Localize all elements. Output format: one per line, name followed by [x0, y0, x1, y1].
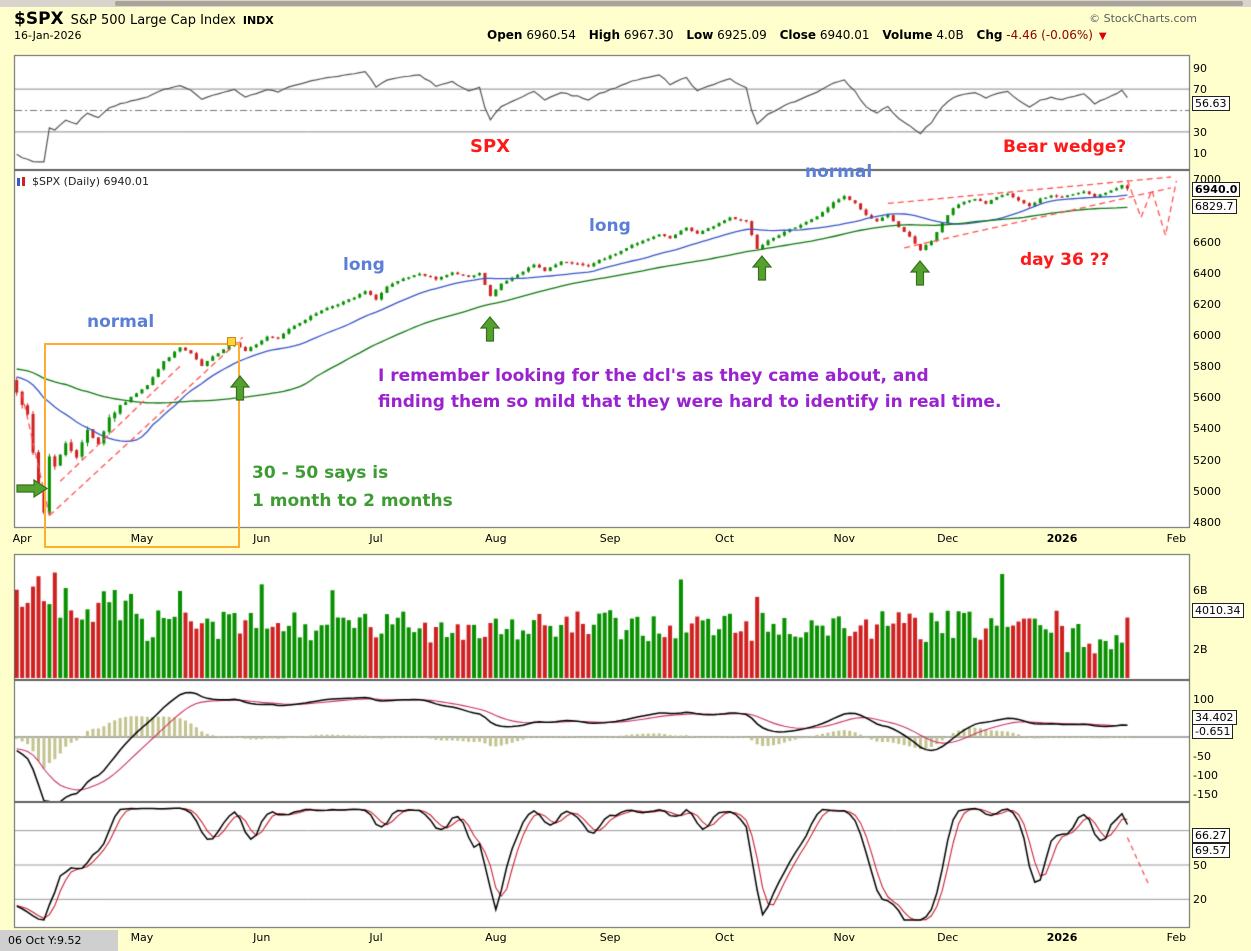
green-up-arrow-4: [910, 260, 930, 286]
y-axis-label-macd--50: -50: [1193, 750, 1211, 763]
x-axis-label-Nov: Nov: [833, 532, 855, 545]
x-axis-label-Feb: Feb: [1166, 532, 1187, 545]
y-axis-label-macd--150: -150: [1193, 788, 1218, 801]
quote-bar: Open 6960.54 High 6967.30 Low 6925.09 Cl…: [487, 28, 1107, 42]
y-axis-label-price-5200: 5200: [1193, 453, 1221, 467]
y-axis-label-vol-6B: 6B: [1193, 583, 1208, 597]
value-label-rsi: 56.63: [1192, 96, 1230, 112]
y-axis-label-price-6400: 6400: [1193, 266, 1221, 280]
y-axis-label-rsi-30: 30: [1193, 125, 1207, 139]
x-axis-label-bottom-Aug: Aug: [485, 931, 507, 944]
value-label-price: 6940.0: [1192, 181, 1241, 197]
cycle-peak-marker: [227, 337, 236, 346]
close-value: 6940.01: [819, 28, 870, 42]
exchange: INDX: [242, 14, 274, 27]
annotation-bear-wedge: Bear wedge?: [1003, 137, 1127, 157]
y-axis-label-price-5600: 5600: [1193, 391, 1221, 405]
chg-value: -4.46 (-0.06%): [1006, 28, 1093, 42]
x-axis-label-2026: 2026: [1046, 532, 1078, 545]
open-value: 6960.54: [526, 28, 576, 42]
open-label: Open: [487, 28, 523, 42]
annotation-normal-left: normal: [87, 312, 155, 332]
x-axis-label-Jul: Jul: [369, 532, 383, 545]
y-axis-label-rsi-10: 10: [1193, 147, 1207, 161]
high-value: 6967.30: [623, 28, 674, 42]
value-label-macd: 34.402: [1192, 709, 1237, 725]
low-label: Low: [686, 28, 714, 42]
scrollbar-thumb[interactable]: [115, 1, 1243, 6]
x-axis-label-bottom-Oct: Oct: [714, 931, 735, 944]
high-label: High: [588, 28, 621, 42]
x-axis-label-bottom-Nov: Nov: [833, 931, 855, 944]
x-axis-label-bottom-2026: 2026: [1046, 931, 1078, 944]
value-label-vol: 4010.34: [1192, 603, 1244, 618]
crosshair-readout: 06 Oct Y:9.52: [0, 930, 118, 951]
annotation-day-36: day 36 ??: [1020, 250, 1110, 270]
y-axis-label-vol-2B: 2B: [1193, 642, 1208, 656]
y-axis-label-price-6000: 6000: [1193, 328, 1221, 342]
annotation-green-2: 1 month to 2 months: [252, 491, 453, 511]
candlestick-legend-icon: [17, 176, 25, 186]
symbol: $SPX: [14, 9, 64, 29]
y-axis-label-macd-100: 100: [1193, 693, 1214, 706]
x-axis-label-bottom-Jun: Jun: [253, 931, 271, 944]
x-axis-label-Jun: Jun: [253, 532, 271, 545]
annotation-green-1: 30 - 50 says is: [252, 463, 389, 483]
chart-date: 16-Jan-2026: [14, 29, 82, 42]
x-axis-label-bottom-Feb: Feb: [1166, 931, 1187, 944]
price-legend-text: $SPX (Daily) 6940.01: [32, 175, 150, 188]
annotation-long-2: long: [589, 216, 631, 236]
annotation-long-1: long: [343, 255, 385, 275]
annotation-purple-2: finding them so mild that they were hard…: [378, 392, 1002, 412]
x-axis-label-bottom-Sep: Sep: [599, 931, 621, 944]
value-label-stoch: 69.57: [1192, 842, 1230, 858]
stockcharts-credit: © StockCharts.com: [1089, 12, 1197, 25]
y-axis-label-price-5800: 5800: [1193, 360, 1221, 374]
annotation-normal-right: normal: [805, 162, 873, 182]
y-axis-label-price-5400: 5400: [1193, 422, 1221, 436]
x-axis-label-Dec: Dec: [937, 532, 959, 545]
index-name: S&P 500 Large Cap Index: [70, 13, 236, 28]
price-legend: $SPX (Daily) 6940.01: [16, 175, 149, 188]
chg-dropdown-icon[interactable]: ▼: [1098, 31, 1107, 42]
x-axis-label-bottom-Dec: Dec: [937, 931, 959, 944]
y-axis-label-macd--100: -100: [1193, 769, 1218, 782]
y-axis-label-stoch-50: 50: [1193, 859, 1207, 872]
close-label: Close: [779, 28, 817, 42]
x-axis-label-Oct: Oct: [714, 532, 735, 545]
x-axis-label-bottom-May: May: [130, 931, 154, 944]
value-label-price: 6829.7: [1192, 198, 1237, 214]
green-up-arrow-2: [480, 316, 500, 342]
green-up-arrow-1: [230, 375, 250, 401]
x-axis-label-Sep: Sep: [599, 532, 621, 545]
y-axis-label-rsi-70: 70: [1193, 83, 1207, 97]
x-axis-label-May: May: [130, 532, 154, 545]
normal-cycle-highlight-box: [44, 343, 240, 548]
annotation-spx: SPX: [470, 136, 511, 157]
x-axis-label-Apr: Apr: [12, 532, 32, 545]
value-label-macd: -0.651: [1192, 724, 1234, 740]
volume-value: 4.0B: [936, 28, 964, 42]
y-axis-label-rsi-90: 90: [1193, 61, 1207, 75]
y-axis-label-price-6200: 6200: [1193, 297, 1221, 311]
x-axis-label-bottom-Jul: Jul: [369, 931, 383, 944]
chart-title-row: $SPX S&P 500 Large Cap Index INDX: [14, 9, 274, 29]
annotation-purple-1: I remember looking for the dcl's as they…: [378, 366, 929, 386]
y-axis-label-stoch-20: 20: [1193, 893, 1207, 907]
value-label-stoch: 66.27: [1192, 828, 1230, 844]
y-axis-label-price-5000: 5000: [1193, 484, 1221, 498]
volume-label: Volume: [882, 28, 933, 42]
green-right-arrow: [16, 479, 48, 498]
y-axis-label-price-6600: 6600: [1193, 235, 1221, 249]
y-axis-label-price-4800: 4800: [1193, 515, 1221, 529]
green-up-arrow-3: [752, 255, 772, 281]
chg-label: Chg: [976, 28, 1003, 42]
horizontal-scrollbar[interactable]: [0, 0, 1251, 7]
x-axis-label-Aug: Aug: [485, 532, 507, 545]
low-value: 6925.09: [717, 28, 767, 42]
